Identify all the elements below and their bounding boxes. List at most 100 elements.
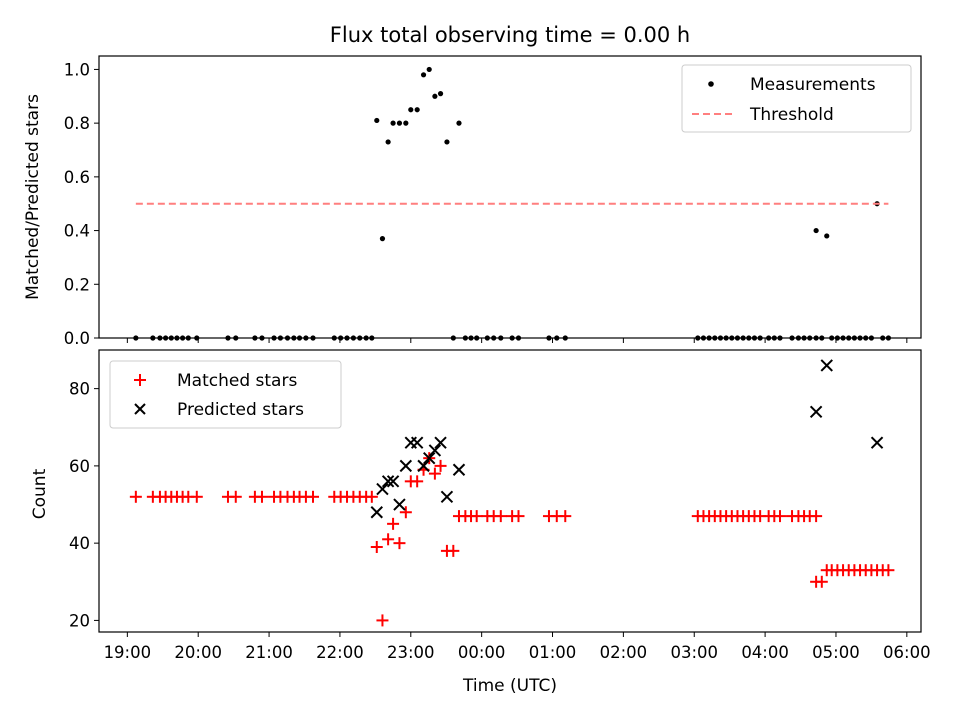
matched-star-point: [190, 490, 203, 503]
matched-star-point: [255, 490, 268, 503]
measurement-point: [515, 335, 522, 341]
x-tick-label: 21:00: [245, 643, 293, 662]
matched-star-point: [370, 541, 383, 554]
measurement-point: [450, 335, 456, 341]
measurement-point: [157, 335, 163, 341]
measurement-point: [408, 107, 414, 113]
x-tick-label: 19:00: [104, 643, 152, 662]
measurement-point: [180, 335, 186, 341]
x-axis-label: Time (UTC): [462, 676, 557, 696]
predicted-star-point: [376, 482, 389, 496]
measurement-point: [303, 335, 309, 341]
measurement-point: [233, 335, 239, 341]
predicted-star-point: [423, 451, 436, 465]
matched-star-point: [382, 533, 395, 546]
measurement-point: [777, 335, 783, 341]
measurement-point: [801, 335, 807, 341]
bottom-plot: 20 40 60 80 19:00 20:00 21:00 22:00 23:00 00:00 0…: [30, 349, 931, 662]
matched-star-point: [494, 510, 507, 523]
measurement-point: [363, 335, 369, 341]
measurement-point: [468, 335, 474, 341]
measurement-point: [717, 335, 724, 341]
measurement-point: [271, 335, 277, 341]
predicted-star-point: [393, 498, 406, 511]
measurement-point: [834, 335, 840, 341]
measurement-point: [851, 335, 857, 341]
measurement-point: [740, 335, 746, 341]
top-legend: Measurements Threshold: [681, 64, 912, 133]
measurement-point: [462, 335, 468, 341]
measurement-point: [706, 335, 712, 341]
measurement-point: [291, 335, 297, 341]
measurement-point: [562, 335, 568, 341]
predicted-star-point: [399, 459, 413, 473]
measurement-point: [766, 335, 772, 341]
bottom-legend-box: [109, 360, 342, 429]
predicted-star-point: [417, 459, 430, 473]
matched-star-point: [365, 490, 378, 503]
measurement-point: [863, 335, 869, 341]
measurement-point: [174, 335, 180, 341]
legend-predicted-marker: [134, 403, 146, 415]
predicted-star-point: [410, 436, 424, 449]
matched-star-point: [428, 467, 441, 480]
matched-star-point: [376, 614, 389, 627]
chart-title: Flux total observing time = 0.00 h: [330, 23, 690, 47]
measurement-point: [491, 335, 497, 341]
measurement-point: [546, 335, 552, 341]
bottom-x-ticks: 19:00 20:00 21:00 22:00 23:00 00:00 01:00 02:00…: [104, 632, 931, 662]
y-tick-label: 0.4: [64, 222, 90, 241]
measurement-point: [185, 335, 191, 341]
matched-star-point: [434, 459, 447, 472]
measurement-point: [868, 335, 874, 341]
measurement-point: [374, 117, 380, 124]
bottom-y-axis-label: Count: [30, 468, 50, 519]
matched-star-point: [307, 490, 320, 503]
predicted-star-point: [434, 436, 447, 449]
predicted-star-point: [809, 405, 823, 419]
matched-star-point: [129, 490, 142, 503]
measurement-point: [259, 335, 265, 341]
measurement-point: [829, 335, 835, 341]
x-tick-label: 02:00: [600, 643, 648, 662]
measurement-point: [277, 335, 284, 341]
matched-star-point: [559, 510, 572, 523]
measurement-point: [813, 335, 819, 341]
measurement-point: [813, 227, 819, 234]
predicted-star-point: [381, 475, 395, 488]
measurement-point: [432, 93, 438, 99]
measurement-point: [700, 335, 707, 341]
measurement-point: [729, 335, 735, 341]
measurement-point: [789, 335, 795, 341]
measurement-point: [284, 335, 291, 341]
top-legend-box: [681, 64, 912, 133]
y-tick-label: 80: [69, 380, 90, 399]
measurement-point: [390, 120, 396, 126]
measurement-point: [252, 335, 258, 341]
y-tick-label: 0.8: [64, 114, 90, 133]
measurement-point: [751, 335, 758, 341]
matched-star-point: [229, 490, 242, 503]
predicted-star-point: [452, 463, 466, 476]
measurement-point: [357, 335, 363, 341]
measurement-point: [225, 335, 231, 341]
x-tick-label: 05:00: [812, 643, 860, 662]
y-tick-label: 0.6: [64, 168, 90, 187]
top-marks: [133, 66, 892, 341]
legend-measurements-label: Measurements: [750, 75, 876, 95]
measurement-point: [414, 107, 420, 113]
measurement-point: [723, 335, 729, 341]
predicted-star-point: [428, 444, 442, 457]
measurement-point: [509, 335, 515, 341]
legend-matched-marker: [134, 374, 146, 386]
measurement-point: [420, 72, 427, 78]
measurement-point: [695, 335, 701, 341]
measurement-point: [379, 236, 386, 242]
predicted-star-point: [370, 506, 383, 519]
legend-predicted-label: Predicted stars: [177, 400, 304, 420]
measurement-point: [846, 335, 852, 341]
measurement-point: [168, 335, 174, 341]
measurement-point: [771, 335, 777, 341]
measurement-point: [498, 335, 504, 341]
